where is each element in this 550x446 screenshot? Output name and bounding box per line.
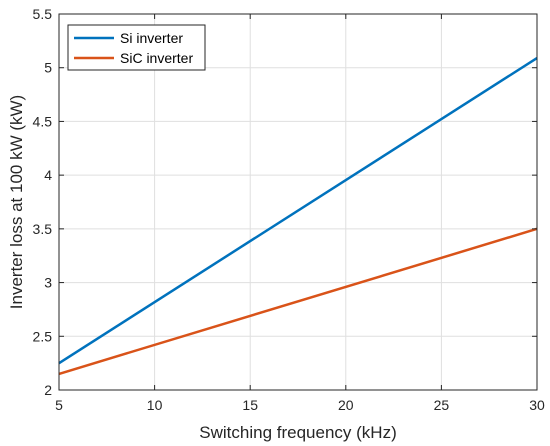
y-tick-label: 4 [44,167,52,183]
y-tick-label: 2.5 [33,328,53,344]
y-tick-label: 2 [44,382,52,398]
y-tick-label: 5 [44,60,52,76]
x-tick-label: 25 [434,397,450,413]
y-tick-label: 3 [44,275,52,291]
y-tick-label: 4.5 [33,113,53,129]
x-tick-label: 20 [338,397,354,413]
series-layer [58,56,538,376]
legend-label-0: Si inverter [120,30,183,46]
y-axis-label: Inverter loss at 100 kW (kW) [7,95,26,309]
x-tick-label: 5 [55,397,63,413]
legend: Si inverter SiC inverter [67,24,206,71]
plot-frame [58,13,538,391]
series-line-1 [58,227,538,376]
axis-ticks: 5 10 15 20 25 30 2 2.5 3 3.5 4 4.5 5 5.5 [33,6,545,413]
x-axis-label: Switching frequency (kHz) [199,423,396,442]
y-tick-label: 5.5 [33,6,53,22]
y-tick-label: 3.5 [33,221,53,237]
legend-label-1: SiC inverter [120,50,193,66]
x-tick-label: 30 [529,397,545,413]
x-tick-label: 15 [242,397,258,413]
series-line-0 [58,56,538,365]
legend-box [67,24,206,71]
x-tick-label: 10 [147,397,163,413]
